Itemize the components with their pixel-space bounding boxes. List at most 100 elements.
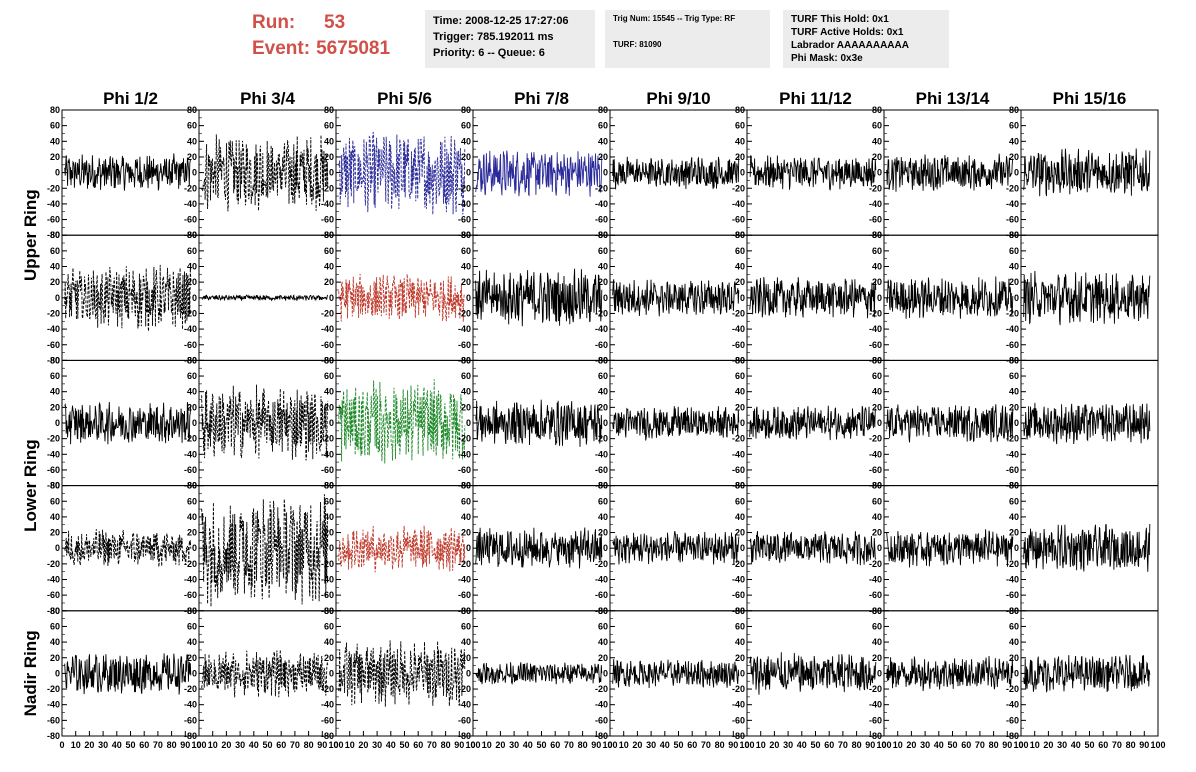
ytick-label: 80 <box>187 355 197 365</box>
ytick-label: 20 <box>461 528 471 538</box>
ytick-label: 60 <box>324 246 334 256</box>
xtick-label: 0 <box>744 740 749 750</box>
ytick-label: 40 <box>461 262 471 272</box>
xtick-label: 100 <box>191 740 206 750</box>
ytick-label: 80 <box>187 230 197 240</box>
ytick-label: 80 <box>50 606 60 616</box>
ytick-label: 0 <box>55 543 60 553</box>
ytick-label: -20 <box>47 684 60 694</box>
ytick-label: -40 <box>1006 700 1019 710</box>
ytick-label: 40 <box>598 387 608 397</box>
xtick-label: 10 <box>208 740 218 750</box>
xtick-label: 90 <box>591 740 601 750</box>
ytick-label: 40 <box>50 387 60 397</box>
ytick-label: -60 <box>595 715 608 725</box>
ytick-label: 40 <box>735 262 745 272</box>
ytick-label: 80 <box>735 355 745 365</box>
ytick-label: 80 <box>324 230 334 240</box>
ytick-label: -40 <box>184 324 197 334</box>
ytick-label: -40 <box>732 199 745 209</box>
ytick-label: 20 <box>1009 528 1019 538</box>
ytick-label: -60 <box>47 340 60 350</box>
ytick-label: -60 <box>184 715 197 725</box>
ytick-label: 40 <box>187 387 197 397</box>
waveform-trace-r2-c1 <box>64 264 192 332</box>
xtick-label: 90 <box>728 740 738 750</box>
ytick-label: 40 <box>50 512 60 522</box>
ytick-label: -20 <box>47 559 60 569</box>
column-header-3: Phi 5/6 <box>377 89 432 108</box>
ytick-label: 20 <box>187 528 197 538</box>
xtick-label: 60 <box>687 740 697 750</box>
ytick-label: 20 <box>1009 277 1019 287</box>
xtick-label: 80 <box>715 740 725 750</box>
xtick-label: 40 <box>523 740 533 750</box>
ytick-label: -80 <box>47 606 60 616</box>
xtick-label: 90 <box>454 740 464 750</box>
ytick-label: 60 <box>598 246 608 256</box>
waveform-trace-r3-c1 <box>64 401 192 445</box>
ytick-label: 40 <box>187 136 197 146</box>
xtick-label: 40 <box>112 740 122 750</box>
ytick-label: -20 <box>595 684 608 694</box>
waveform-trace-r5-c8 <box>1023 654 1151 693</box>
ytick-label: -40 <box>732 324 745 334</box>
event-number: 5675081 <box>316 38 391 59</box>
ytick-label: -80 <box>47 355 60 365</box>
ytick-label: 20 <box>187 402 197 412</box>
ytick-label: 60 <box>187 121 197 131</box>
ytick-label: 60 <box>461 621 471 631</box>
waveform-trace-r4-c6 <box>749 531 877 566</box>
xtick-label: 20 <box>358 740 368 750</box>
ytick-label: 60 <box>50 121 60 131</box>
ytick-label: 60 <box>187 371 197 381</box>
ytick-label: -60 <box>732 590 745 600</box>
ytick-label: 60 <box>461 121 471 131</box>
ytick-label: 40 <box>598 262 608 272</box>
waveform-trace-r4-c3 <box>338 525 466 573</box>
ytick-label: -40 <box>47 700 60 710</box>
xtick-label: 60 <box>1098 740 1108 750</box>
ytick-label: 40 <box>461 637 471 647</box>
ytick-label: -40 <box>595 700 608 710</box>
ytick-label: -60 <box>1006 340 1019 350</box>
ytick-label: -60 <box>321 340 334 350</box>
xtick-label: 60 <box>961 740 971 750</box>
xtick-label: 60 <box>413 740 423 750</box>
waveform-trace-r1-c6 <box>749 155 877 191</box>
ytick-label: 60 <box>872 121 882 131</box>
ytick-label: 0 <box>603 543 608 553</box>
xtick-label: 30 <box>646 740 656 750</box>
ring-label-1: Upper Ring <box>21 189 40 281</box>
ytick-label: -20 <box>869 434 882 444</box>
waveform-trace-r5-c4 <box>475 662 603 686</box>
ytick-label: 60 <box>872 496 882 506</box>
xtick-label: 30 <box>235 740 245 750</box>
ytick-label: 80 <box>598 481 608 491</box>
xtick-label: 20 <box>769 740 779 750</box>
xtick-label: 80 <box>852 740 862 750</box>
ytick-label: 80 <box>50 355 60 365</box>
waveform-trace-r4-c2 <box>201 494 329 607</box>
xtick-label: 50 <box>262 740 272 750</box>
waveform-trace-r3-c4 <box>475 399 603 447</box>
waveform-trace-r5-c3 <box>338 640 466 707</box>
ytick-label: -60 <box>321 715 334 725</box>
ytick-label: 0 <box>740 668 745 678</box>
ytick-label: -20 <box>732 183 745 193</box>
xtick-label: 30 <box>509 740 519 750</box>
ytick-label: -20 <box>732 308 745 318</box>
ytick-label: -60 <box>184 465 197 475</box>
ytick-label: 40 <box>1009 136 1019 146</box>
xtick-label: 60 <box>824 740 834 750</box>
ytick-label: 80 <box>598 105 608 115</box>
ytick-label: -40 <box>595 324 608 334</box>
ytick-label: 20 <box>324 277 334 287</box>
ytick-label: 60 <box>50 371 60 381</box>
ytick-label: -20 <box>47 434 60 444</box>
ytick-label: 80 <box>735 606 745 616</box>
ytick-label: 60 <box>461 496 471 506</box>
ytick-label: 0 <box>1014 293 1019 303</box>
ytick-label: -40 <box>47 324 60 334</box>
